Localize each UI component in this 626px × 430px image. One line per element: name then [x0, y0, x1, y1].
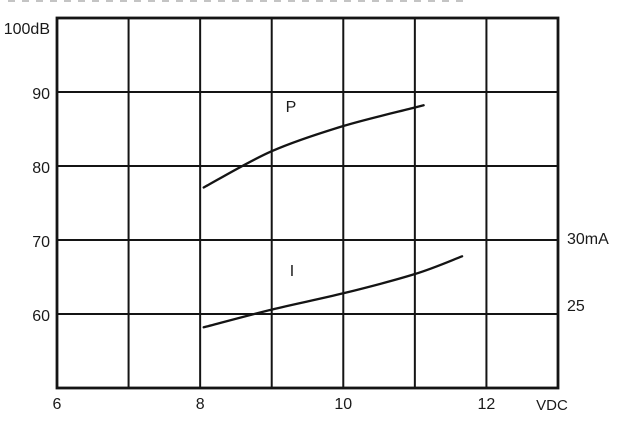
plot-border [55, 16, 560, 390]
y-left-tick-60: 60 [32, 308, 50, 325]
curve-label-p: P [285, 99, 297, 116]
x-tick-10: 10 [334, 396, 353, 413]
cropped-text-artifact [8, 0, 466, 2]
curve-i [202, 255, 464, 329]
x-tick-6: 6 [52, 396, 62, 413]
x-tick-8: 8 [195, 396, 205, 413]
x-tick-12: 12 [477, 396, 496, 413]
y-left-tick-90: 90 [32, 86, 50, 103]
curve-label-i: I [289, 263, 295, 280]
y-left-tick-70: 70 [32, 234, 50, 251]
y-left-tick-80: 80 [32, 160, 50, 177]
curve-p [202, 104, 425, 189]
y-right-tick-30: 30mA [567, 231, 609, 248]
y-left-tick-100: 100dB [3, 21, 50, 38]
x-axis-unit-label: VDC [536, 397, 568, 414]
y-right-tick-25: 25 [567, 298, 585, 315]
